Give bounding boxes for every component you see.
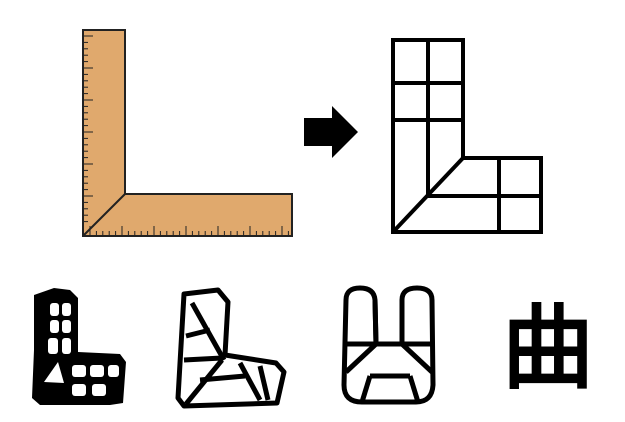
right-arrow-icon bbox=[304, 106, 358, 158]
archaic-grid-l-glyph-icon bbox=[32, 288, 126, 405]
l-grid-icon bbox=[391, 38, 543, 234]
modern-character-qu: 曲 bbox=[502, 295, 594, 402]
archaic-triangle-l-glyph-icon bbox=[175, 287, 287, 409]
l-square-ruler-icon bbox=[82, 29, 293, 237]
archaic-u-shape-glyph-icon bbox=[341, 285, 436, 405]
